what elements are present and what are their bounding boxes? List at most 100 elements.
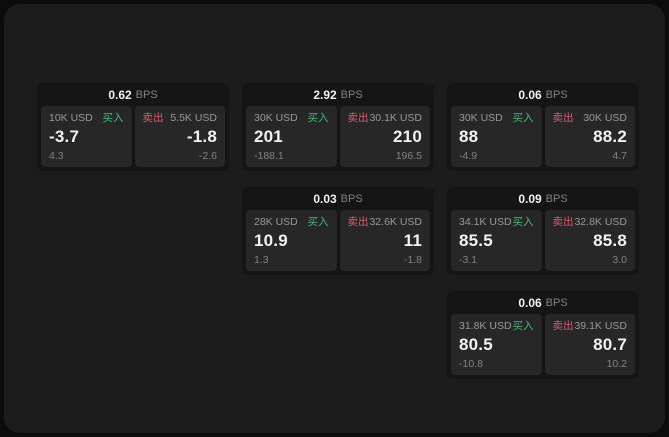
sell-delta: -1.8	[403, 254, 422, 267]
sell-panel[interactable]: 卖出 30K USD 88.2 4.7	[544, 106, 635, 167]
buy-label: 买入	[102, 112, 124, 124]
sell-panel-header: 卖出 30K USD	[553, 112, 628, 125]
buy-delta: 1.3	[254, 254, 269, 267]
sell-label: 卖出	[347, 216, 369, 228]
main-panel: 0.62 BPS 10K USD 买入 -3.7 4.3 卖出 5.5K USD…	[4, 4, 665, 433]
buy-panel-header: 31.8K USD 买入	[459, 320, 534, 333]
bps-value: 2.92	[313, 87, 337, 102]
buy-panel-header: 34.1K USD 买入	[459, 216, 534, 229]
sell-amount: 30.1K USD	[369, 112, 422, 124]
sell-panel[interactable]: 卖出 39.1K USD 80.7 10.2	[544, 314, 635, 375]
sell-amount: 39.1K USD	[574, 320, 627, 332]
sell-amount: 5.5K USD	[170, 112, 217, 124]
quote-card: 0.06 BPS 31.8K USD 买入 80.5 -10.8 卖出 39.1…	[447, 291, 639, 379]
card-header: 2.92 BPS	[242, 83, 434, 106]
sell-label: 卖出	[552, 112, 574, 124]
sell-amount: 32.8K USD	[574, 216, 627, 228]
buy-panel-header: 30K USD 买入	[459, 112, 534, 125]
sell-panel[interactable]: 卖出 30.1K USD 210 196.5	[339, 106, 430, 167]
sell-panel[interactable]: 卖出 32.6K USD 11 -1.8	[339, 210, 430, 271]
sell-delta: 3.0	[612, 254, 627, 267]
buy-amount: 31.8K USD	[459, 320, 512, 332]
sell-label: 卖出	[552, 216, 574, 228]
sell-price: 210	[393, 127, 422, 147]
buy-delta: 4.3	[49, 150, 64, 163]
buy-label: 买入	[512, 320, 534, 332]
card-header: 0.62 BPS	[37, 83, 229, 106]
sell-price: 85.8	[593, 231, 627, 251]
quote-card: 0.03 BPS 28K USD 买入 10.9 1.3 卖出 32.6K US…	[242, 187, 434, 275]
bps-unit-label: BPS	[135, 88, 158, 101]
buy-label: 买入	[512, 112, 534, 124]
buy-amount: 30K USD	[459, 112, 503, 124]
bps-value: 0.03	[313, 191, 337, 206]
bps-unit-label: BPS	[340, 88, 363, 101]
buy-price: 88	[459, 127, 479, 147]
buy-label: 买入	[307, 216, 329, 228]
card-body: 10K USD 买入 -3.7 4.3 卖出 5.5K USD -1.8 -2.…	[37, 106, 229, 171]
card-header: 0.03 BPS	[242, 187, 434, 210]
buy-price: -3.7	[49, 127, 80, 147]
sell-panel-header: 卖出 32.8K USD	[553, 216, 628, 229]
buy-amount: 28K USD	[254, 216, 298, 228]
card-body: 30K USD 买入 201 -188.1 卖出 30.1K USD 210 1…	[242, 106, 434, 171]
quote-card: 0.09 BPS 34.1K USD 买入 85.5 -3.1 卖出 32.8K…	[447, 187, 639, 275]
buy-amount: 30K USD	[254, 112, 298, 124]
buy-panel[interactable]: 30K USD 买入 201 -188.1	[246, 106, 337, 167]
sell-label: 卖出	[142, 112, 164, 124]
buy-label: 买入	[307, 112, 329, 124]
sell-panel-header: 卖出 5.5K USD	[143, 112, 218, 125]
cards-grid: 0.62 BPS 10K USD 买入 -3.7 4.3 卖出 5.5K USD…	[37, 83, 639, 379]
card-body: 30K USD 买入 88 -4.9 卖出 30K USD 88.2 4.7	[447, 106, 639, 171]
buy-price: 10.9	[254, 231, 288, 251]
sell-panel-header: 卖出 39.1K USD	[553, 320, 628, 333]
card-body: 31.8K USD 买入 80.5 -10.8 卖出 39.1K USD 80.…	[447, 314, 639, 379]
sell-amount: 32.6K USD	[369, 216, 422, 228]
bps-value: 0.09	[518, 191, 542, 206]
sell-delta: 10.2	[606, 358, 627, 371]
bps-value: 0.06	[518, 295, 542, 310]
buy-panel[interactable]: 31.8K USD 买入 80.5 -10.8	[451, 314, 542, 375]
card-body: 28K USD 买入 10.9 1.3 卖出 32.6K USD 11 -1.8	[242, 210, 434, 275]
buy-price: 85.5	[459, 231, 493, 251]
buy-panel-header: 30K USD 买入	[254, 112, 329, 125]
quote-card: 0.06 BPS 30K USD 买入 88 -4.9 卖出 30K USD 8…	[447, 83, 639, 171]
buy-panel[interactable]: 28K USD 买入 10.9 1.3	[246, 210, 337, 271]
bps-unit-label: BPS	[545, 88, 568, 101]
buy-price: 80.5	[459, 335, 493, 355]
sell-delta: 4.7	[612, 150, 627, 163]
bps-value: 0.06	[518, 87, 542, 102]
sell-panel[interactable]: 卖出 5.5K USD -1.8 -2.6	[134, 106, 225, 167]
buy-panel[interactable]: 10K USD 买入 -3.7 4.3	[41, 106, 132, 167]
sell-price: 11	[403, 231, 422, 251]
buy-delta: -3.1	[459, 254, 478, 267]
quote-card: 2.92 BPS 30K USD 买入 201 -188.1 卖出 30.1K …	[242, 83, 434, 171]
sell-label: 卖出	[552, 320, 574, 332]
card-header: 0.06 BPS	[447, 291, 639, 314]
sell-panel-header: 卖出 32.6K USD	[348, 216, 423, 229]
buy-delta: -10.8	[459, 358, 483, 371]
card-header: 0.09 BPS	[447, 187, 639, 210]
buy-panel[interactable]: 30K USD 买入 88 -4.9	[451, 106, 542, 167]
buy-delta: -188.1	[254, 150, 284, 163]
card-header: 0.06 BPS	[447, 83, 639, 106]
sell-label: 卖出	[347, 112, 369, 124]
sell-price: 80.7	[593, 335, 627, 355]
buy-amount: 34.1K USD	[459, 216, 512, 228]
sell-panel[interactable]: 卖出 32.8K USD 85.8 3.0	[544, 210, 635, 271]
sell-price: -1.8	[186, 127, 217, 147]
sell-delta: -2.6	[198, 150, 217, 163]
buy-label: 买入	[512, 216, 534, 228]
buy-price: 201	[254, 127, 283, 147]
card-body: 34.1K USD 买入 85.5 -3.1 卖出 32.8K USD 85.8…	[447, 210, 639, 275]
bps-unit-label: BPS	[340, 192, 363, 205]
buy-amount: 10K USD	[49, 112, 93, 124]
sell-amount: 30K USD	[583, 112, 627, 124]
buy-panel-header: 10K USD 买入	[49, 112, 124, 125]
sell-delta: 196.5	[395, 150, 422, 163]
buy-panel-header: 28K USD 买入	[254, 216, 329, 229]
bps-unit-label: BPS	[545, 296, 568, 309]
sell-panel-header: 卖出 30.1K USD	[348, 112, 423, 125]
buy-panel[interactable]: 34.1K USD 买入 85.5 -3.1	[451, 210, 542, 271]
